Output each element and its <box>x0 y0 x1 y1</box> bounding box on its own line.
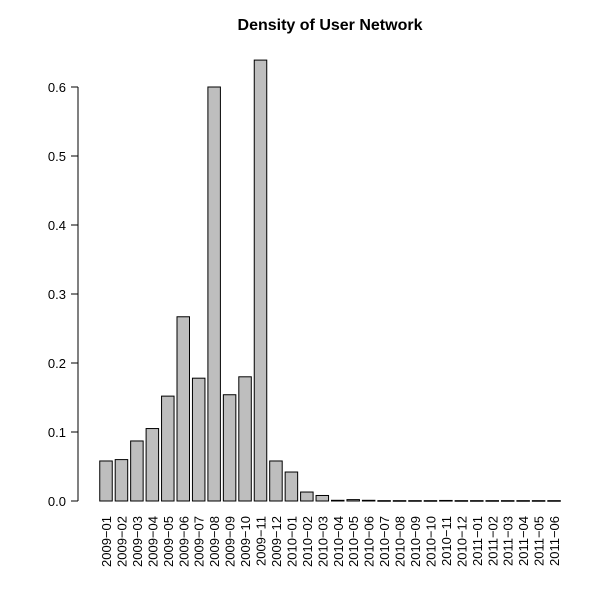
bar-2011-04 <box>516 500 530 502</box>
x-tick-label: 2011−03 <box>501 516 516 566</box>
bar-2009-06 <box>176 316 190 502</box>
x-tick-label: 2011−04 <box>516 516 531 566</box>
x-tick-label: 2011−05 <box>532 516 547 566</box>
x-tick-label: 2010−04 <box>331 516 346 567</box>
x-tick-label: 2010−06 <box>362 516 377 567</box>
x-tick-label: 2009−12 <box>269 516 284 567</box>
x-tick-label: 2009−11 <box>254 516 269 566</box>
bar-2010-07 <box>377 500 391 502</box>
x-tick-label: 2010−08 <box>393 516 408 567</box>
y-tick-label: 0.3 <box>48 287 66 302</box>
x-tick-label: 2010−05 <box>346 516 361 567</box>
x-tick-label: 2009−05 <box>161 516 176 567</box>
x-tick-label: 2009−01 <box>99 516 114 567</box>
x-tick-label: 2009−07 <box>192 516 207 567</box>
bar-2010-02 <box>300 491 314 502</box>
x-tick-label: 2009−03 <box>130 516 145 567</box>
x-tick-label: 2011−01 <box>470 516 485 566</box>
bar-2009-10 <box>238 376 252 502</box>
y-tick-label: 0.1 <box>48 425 66 440</box>
x-tick-label: 2009−04 <box>145 516 160 567</box>
x-tick-label: 2011−06 <box>547 516 562 566</box>
bar-2011-02 <box>485 500 499 502</box>
bar-2010-01 <box>284 471 299 502</box>
bar-2010-03 <box>315 494 330 502</box>
x-axis-labels: 2009−01 2009−02 2009−03 2009−04 2009−05 2009−… <box>99 516 562 567</box>
bar-2010-11 <box>439 499 453 502</box>
y-tick-label: 0.0 <box>48 494 66 509</box>
bar-2009-12 <box>269 460 283 502</box>
x-tick-label: 2010−09 <box>408 516 423 567</box>
bar-2009-02 <box>114 459 129 502</box>
y-axis: 0.0 0.1 0.2 0.3 0.4 0.5 0.6 <box>48 80 79 509</box>
bar-2009-03 <box>130 440 144 502</box>
bar-2009-09 <box>222 394 237 502</box>
bar-2010-09 <box>408 500 422 502</box>
bar-2009-08 <box>207 86 221 502</box>
bar-2011-06 <box>547 500 561 502</box>
x-tick-label: 2010−07 <box>377 516 392 567</box>
bar-2009-05 <box>161 395 175 502</box>
bar-2009-11 <box>253 59 268 502</box>
y-tick-label: 0.5 <box>48 149 66 164</box>
bar-2009-07 <box>191 377 206 502</box>
x-tick-label: 2009−02 <box>114 516 129 567</box>
bar-2010-10 <box>423 500 438 502</box>
x-tick-label: 2010−03 <box>315 516 330 567</box>
bar-2010-08 <box>392 500 407 502</box>
x-tick-label: 2009−10 <box>238 516 253 567</box>
bars <box>99 59 561 502</box>
bar-2010-05 <box>346 499 360 502</box>
x-tick-label: 2011−02 <box>485 516 500 566</box>
x-tick-label: 2010−10 <box>423 516 438 567</box>
bar-2010-04 <box>331 499 345 502</box>
x-tick-label: 2010−11 <box>439 516 454 566</box>
x-tick-label: 2010−01 <box>284 516 299 567</box>
bar-2011-05 <box>531 500 546 502</box>
x-tick-label: 2010−12 <box>454 516 469 567</box>
x-tick-label: 2009−09 <box>223 516 238 567</box>
bar-2009-01 <box>99 460 113 502</box>
y-tick-label: 0.4 <box>48 218 66 233</box>
x-tick-label: 2009−06 <box>176 516 191 567</box>
x-tick-label: 2010−02 <box>300 516 315 567</box>
x-tick-label: 2009−08 <box>207 516 222 567</box>
bar-2010-06 <box>361 499 376 502</box>
bar-2010-12 <box>454 500 469 502</box>
bar-2009-04 <box>145 428 160 502</box>
bar-2011-01 <box>470 500 484 502</box>
y-tick-label: 0.2 <box>48 356 66 371</box>
bar-2011-03 <box>500 500 515 502</box>
chart-title: Density of User Network <box>238 17 423 34</box>
y-tick-label: 0.6 <box>48 80 66 95</box>
